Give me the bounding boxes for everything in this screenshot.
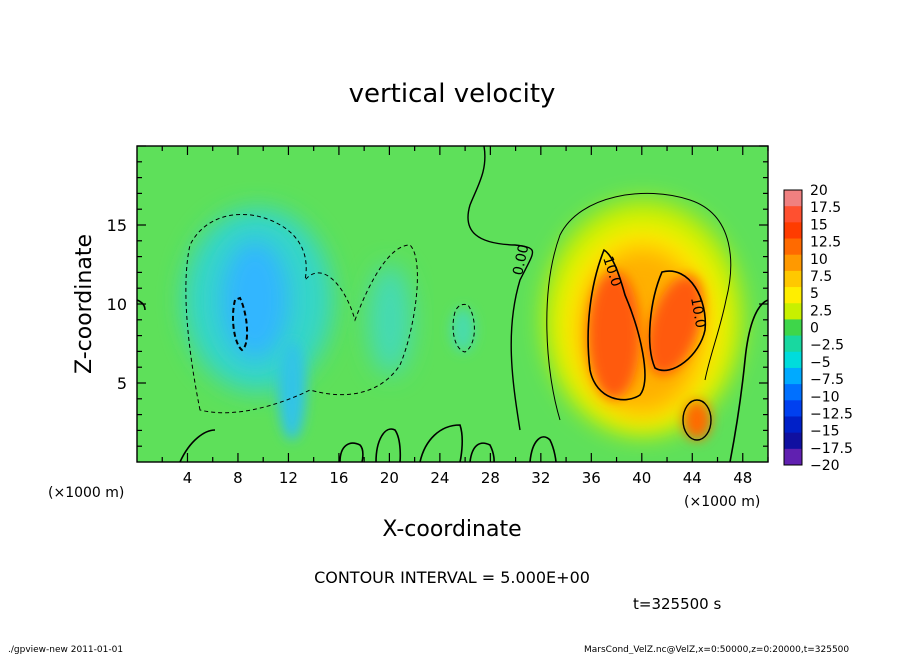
contour-plus10-bottom bbox=[682, 399, 712, 441]
x-axis: 4 8 12 16 20 24 28 32 36 40 44 48 bbox=[161, 146, 769, 487]
colorbar-swatch bbox=[784, 384, 802, 401]
y-axis: 5 10 15 bbox=[107, 145, 768, 447]
colorbar-label: −15 bbox=[810, 424, 840, 440]
colorbar-label: −17.5 bbox=[810, 441, 853, 457]
x-tick-label: 28 bbox=[481, 469, 500, 487]
colorbar-swatch bbox=[784, 432, 802, 450]
x-tick-label: 8 bbox=[233, 469, 243, 487]
x-tick-label: 20 bbox=[380, 469, 399, 487]
contour-label-ten-right: 10.0 bbox=[687, 296, 708, 329]
updraft-bottom-lobe bbox=[683, 400, 711, 440]
x-tick-label: 16 bbox=[329, 469, 348, 487]
colorbar-label: 7.5 bbox=[810, 269, 832, 285]
contour-right-edge bbox=[729, 299, 768, 462]
contour-label-zero: 0.00 bbox=[510, 243, 532, 277]
x-tick-label: 24 bbox=[430, 469, 449, 487]
colorbar-label: −10 bbox=[810, 389, 840, 405]
downdraft-small bbox=[451, 308, 475, 352]
colorbar-label: 2.5 bbox=[810, 303, 832, 319]
colorbar-swatch bbox=[784, 222, 802, 240]
updraft-left-lobe bbox=[588, 271, 640, 399]
contour-bottom-4 bbox=[419, 424, 463, 462]
colorbar-swatch bbox=[784, 190, 802, 207]
contour-bottom-3 bbox=[375, 428, 402, 462]
y-tick-label: 10 bbox=[107, 295, 127, 314]
contour-plus10-right bbox=[648, 270, 707, 372]
contour-bottom-1 bbox=[179, 429, 216, 462]
colorbar-label: −5 bbox=[810, 355, 831, 371]
colorbar-swatch bbox=[784, 319, 802, 337]
colorbar-label: 12.5 bbox=[810, 235, 841, 251]
downdraft-secondary bbox=[368, 265, 412, 375]
x-tick-label: 36 bbox=[582, 469, 601, 487]
colorbar-label: −12.5 bbox=[810, 406, 853, 422]
contour-minus10 bbox=[232, 296, 248, 352]
colorbar-swatch bbox=[784, 254, 802, 272]
x-tick-label: 32 bbox=[531, 469, 550, 487]
colorbar-swatch bbox=[784, 287, 802, 304]
footer-left: ./gpview-new 2011-01-01 bbox=[8, 645, 123, 654]
colorbar-swatch bbox=[784, 238, 802, 256]
colorbar-swatch bbox=[784, 400, 802, 417]
colorbar-swatch bbox=[784, 351, 802, 369]
colorbar-label: 0 bbox=[810, 321, 819, 337]
contour-bottom-2 bbox=[339, 442, 364, 462]
y-tick-label: 15 bbox=[107, 216, 127, 235]
chart-title: vertical velocity bbox=[349, 79, 556, 109]
contour-plus5 bbox=[546, 192, 732, 421]
contour-zero bbox=[467, 146, 534, 431]
contour-bottom-5 bbox=[469, 442, 495, 462]
downdraft-stem bbox=[278, 340, 306, 440]
contour-interval: CONTOUR INTERVAL = 5.000E+00 bbox=[314, 568, 590, 587]
colorbar-swatch bbox=[784, 448, 802, 466]
x-tick-label: 40 bbox=[632, 469, 651, 487]
colorbar-swatch bbox=[784, 270, 802, 288]
colorbar-swatch bbox=[784, 335, 802, 353]
x-unit-right: (×1000 m) bbox=[684, 494, 760, 510]
x-tick-label: 4 bbox=[183, 469, 193, 487]
y-tick-label: 5 bbox=[117, 374, 127, 393]
colorbar-label: 20 bbox=[810, 183, 828, 199]
colorbar-label: 10 bbox=[810, 252, 828, 268]
time-label: t=325500 s bbox=[633, 595, 721, 613]
colorbar-swatch bbox=[784, 303, 802, 320]
colorbar-swatch bbox=[784, 206, 802, 223]
x-axis-title: X-coordinate bbox=[382, 517, 521, 542]
x-tick-label: 48 bbox=[733, 469, 752, 487]
colorbar-label: 17.5 bbox=[810, 200, 841, 216]
colorbar-label: −7.5 bbox=[810, 372, 844, 388]
updraft-right-lobe bbox=[647, 274, 703, 376]
colorbar-label: 15 bbox=[810, 217, 828, 233]
x-tick-label: 12 bbox=[279, 469, 298, 487]
contour-minus5 bbox=[185, 214, 418, 414]
heatmap-field bbox=[137, 146, 768, 462]
footer-right: MarsCond_VelZ.nc@VelZ,x=0:50000,z=0:2000… bbox=[584, 645, 849, 654]
colorbar-label: −2.5 bbox=[810, 338, 844, 354]
colorbar-label: −20 bbox=[810, 458, 840, 474]
y-axis-title: Z-coordinate bbox=[72, 234, 97, 374]
contour-bottom-6 bbox=[529, 436, 557, 462]
x-unit-left: (×1000 m) bbox=[48, 485, 124, 501]
x-tick-label: 44 bbox=[683, 469, 702, 487]
downdraft-core bbox=[221, 240, 289, 360]
colorbar-swatch bbox=[784, 367, 802, 385]
contour-plus10-left bbox=[587, 248, 646, 401]
colorbar-frame bbox=[783, 189, 803, 466]
colorbar-swatch bbox=[784, 416, 802, 434]
colorbar-label: 5 bbox=[810, 286, 819, 302]
